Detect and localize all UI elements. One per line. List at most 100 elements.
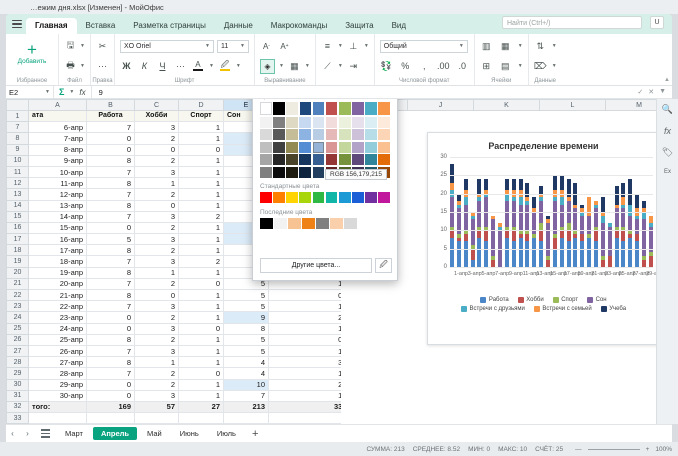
color-swatch[interactable]: [260, 166, 272, 178]
align-bottom-icon[interactable]: ⊥: [349, 40, 358, 51]
fill-color-chevron-down-icon[interactable]: ▼: [278, 63, 284, 69]
color-swatch[interactable]: [338, 102, 351, 115]
zoom-control[interactable]: — + 100%: [575, 446, 672, 453]
italic-button[interactable]: К: [141, 61, 148, 71]
cells-chevron-down-icon[interactable]: ▼: [517, 43, 523, 49]
table-cell[interactable]: 1: [134, 266, 179, 279]
table-cell[interactable]: 0: [86, 322, 135, 335]
total-cell[interactable]: 57: [134, 400, 179, 414]
color-swatch[interactable]: [325, 141, 338, 153]
resize-cells-icon[interactable]: ⊞: [482, 60, 491, 71]
thousands-format-icon[interactable]: ,: [423, 61, 426, 71]
table-cell[interactable]: 25-апр: [28, 333, 87, 346]
color-swatch[interactable]: [260, 116, 272, 128]
table-cell[interactable]: 17-апр: [28, 244, 87, 257]
table-cell[interactable]: 0: [86, 389, 135, 402]
table-cell[interactable]: 8: [86, 288, 135, 302]
header-cell-sport[interactable]: Спорт: [178, 109, 224, 123]
table-cell[interactable]: 0: [178, 277, 224, 291]
color-swatch[interactable]: [260, 102, 272, 115]
table-cell[interactable]: 3: [134, 255, 179, 268]
color-swatch[interactable]: [312, 166, 325, 178]
color-swatch[interactable]: [312, 154, 325, 165]
table-cell[interactable]: 29-апр: [28, 378, 87, 391]
color-swatch[interactable]: [378, 102, 391, 115]
table-cell[interactable]: 15-апр: [28, 221, 87, 235]
font-shrink-button[interactable]: A-: [262, 41, 270, 51]
table-cell[interactable]: 10: [223, 378, 269, 391]
table-cell[interactable]: 30-апр: [28, 389, 87, 402]
bold-button[interactable]: Ж: [122, 61, 131, 71]
color-swatch[interactable]: [299, 129, 312, 140]
color-swatch[interactable]: [288, 217, 301, 229]
table-cell[interactable]: 4: [223, 356, 269, 369]
color-swatch[interactable]: [302, 217, 315, 229]
underline-button[interactable]: Ч: [159, 61, 166, 71]
table-cell[interactable]: 2: [134, 378, 179, 391]
table-cell[interactable]: 7-апр: [28, 132, 87, 145]
row-header-1[interactable]: 1: [6, 109, 29, 123]
color-swatch[interactable]: [286, 116, 298, 128]
percent-format-icon[interactable]: %: [401, 61, 410, 71]
total-cell[interactable]: 213: [223, 400, 269, 414]
color-swatch[interactable]: [273, 102, 285, 115]
color-swatch[interactable]: [260, 129, 272, 140]
table-cell[interactable]: 1: [178, 356, 224, 369]
color-swatch[interactable]: [312, 102, 325, 115]
color-swatch[interactable]: [273, 129, 285, 140]
highlight-color-button[interactable]: 🖉: [219, 60, 231, 72]
table-cell[interactable]: 3: [134, 300, 179, 313]
table-cell[interactable]: 2: [178, 210, 224, 223]
table-cell[interactable]: 8: [86, 177, 135, 190]
row-header[interactable]: 32: [6, 400, 29, 414]
tab-zashchita[interactable]: Защита: [345, 21, 374, 30]
table-cell[interactable]: 3: [134, 344, 179, 358]
tab-makrokomandy[interactable]: Макрокоманды: [270, 21, 328, 30]
fill-color-button[interactable]: ◈: [259, 58, 275, 74]
color-swatch[interactable]: [365, 192, 377, 203]
total-cell[interactable]: 27: [178, 400, 224, 414]
print-icon[interactable]: 🖶: [66, 60, 75, 70]
font-name-select[interactable]: XO Oriel ▼: [119, 39, 214, 53]
table-cell[interactable]: 1: [178, 311, 224, 324]
color-swatch[interactable]: [312, 129, 325, 140]
table-cell[interactable]: [134, 412, 179, 424]
row-header[interactable]: 19: [6, 255, 29, 268]
color-swatch[interactable]: [299, 116, 312, 128]
recent-colors-grid[interactable]: [253, 217, 397, 229]
table-cell[interactable]: [178, 412, 224, 424]
table-cell[interactable]: 10-апр: [28, 165, 87, 179]
table-cell[interactable]: 19-апр: [28, 266, 87, 279]
table-cell[interactable]: 1: [134, 356, 179, 369]
color-swatch[interactable]: [325, 154, 338, 165]
column-header-a[interactable]: A: [28, 99, 87, 111]
color-swatch[interactable]: [352, 129, 364, 140]
row-header[interactable]: 26: [6, 333, 29, 346]
table-cell[interactable]: 3: [134, 165, 179, 179]
table-cell[interactable]: 1: [178, 333, 224, 346]
standard-colors-grid[interactable]: [253, 192, 397, 203]
insert-cells-icon[interactable]: ▥: [482, 40, 491, 51]
sheet-tab-mart[interactable]: Март: [65, 429, 83, 438]
color-swatch[interactable]: [274, 217, 287, 229]
row-header[interactable]: 14: [6, 199, 29, 212]
save-icon[interactable]: 🖫: [66, 40, 75, 50]
total-cell[interactable]: 33: [267, 400, 347, 414]
table-cell[interactable]: 2: [178, 255, 224, 268]
table-cell[interactable]: 7: [86, 344, 135, 358]
row-header[interactable]: 28: [6, 356, 29, 369]
color-swatch[interactable]: [286, 129, 298, 140]
sort-chevron-down-icon[interactable]: ▼: [551, 43, 557, 49]
tab-vid[interactable]: Вид: [391, 21, 407, 30]
table-cell[interactable]: 3: [134, 389, 179, 402]
row-header[interactable]: 31: [6, 389, 29, 402]
theme-colors-grid[interactable]: [253, 102, 397, 178]
table-cell[interactable]: 7: [86, 188, 135, 201]
table-cell[interactable]: 0: [178, 143, 224, 156]
table-cell[interactable]: 12-апр: [28, 188, 87, 201]
row-header[interactable]: 9: [6, 143, 29, 156]
row-header[interactable]: 10: [6, 154, 29, 167]
table-cell[interactable]: 0: [86, 311, 135, 324]
color-swatch[interactable]: [365, 154, 377, 165]
table-cell[interactable]: [28, 412, 87, 424]
